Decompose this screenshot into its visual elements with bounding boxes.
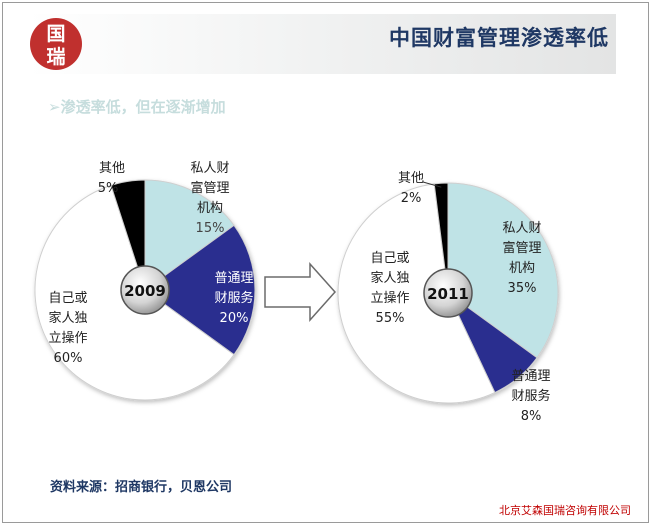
slice-label: 富管理 <box>502 240 541 256</box>
pie-2011 <box>337 182 559 404</box>
slice-label: 私人财 <box>502 221 541 236</box>
slice-percent: 15% <box>196 221 225 236</box>
slice-label: 普通理 <box>511 369 550 384</box>
year-hub <box>423 268 473 318</box>
pie-slice <box>337 183 496 404</box>
slice-percent: 55% <box>376 311 405 326</box>
bullet-point: ➢渗透率低，但在逐渐增加 <box>48 96 226 117</box>
bullet-marker-icon: ➢ <box>48 98 61 116</box>
slice-label: 机构 <box>509 261 535 276</box>
slice-percent: 20% <box>220 311 249 326</box>
slice-label: 立操作 <box>370 290 409 306</box>
slice-label: 普通理 <box>214 271 253 286</box>
slice-label: 立操作 <box>48 330 87 346</box>
slice-label: 自己或 <box>48 291 87 306</box>
slice-label: 私人财 <box>190 161 229 176</box>
slice-label: 其他 <box>99 161 125 176</box>
slice-percent: 60% <box>54 351 83 366</box>
year-label: 2009 <box>124 282 166 300</box>
year-label: 2011 <box>427 285 469 303</box>
pie-slice <box>110 179 146 291</box>
pie-slice <box>447 182 559 359</box>
svg-text:国: 国 <box>46 23 65 45</box>
bullet-text: 渗透率低，但在逐渐增加 <box>60 98 226 116</box>
source-note: 资料来源：招商银行，贝恩公司 <box>50 480 233 495</box>
slice-label: 财服务 <box>214 290 253 306</box>
slice-percent: 2% <box>401 191 422 206</box>
slice-label: 富管理 <box>190 180 229 196</box>
page-title: 中国财富管理渗透率低 <box>389 26 609 50</box>
slice-percent: 35% <box>508 281 537 296</box>
slice-label: 机构 <box>197 201 223 216</box>
slice-percent: 8% <box>521 409 542 424</box>
slice-label: 财服务 <box>511 388 550 404</box>
arrow-icon <box>264 262 337 322</box>
pie-slice <box>433 182 449 294</box>
pie-slice <box>144 179 235 291</box>
slice-percent: 5% <box>98 181 119 196</box>
slice-label: 其他 <box>398 171 424 186</box>
svg-text:瑞: 瑞 <box>46 45 65 68</box>
slice-label: 自己或 <box>370 251 409 266</box>
title-band <box>28 14 616 74</box>
pie-slice <box>144 224 256 356</box>
slice-label: 家人独 <box>48 310 87 326</box>
logo-seal: 国 瑞 <box>30 18 82 70</box>
company-name: 北京艾森国瑞咨询有限公司 <box>499 504 631 517</box>
leader-line <box>422 181 442 188</box>
slice-label: 家人独 <box>370 270 409 286</box>
year-hub <box>120 265 170 315</box>
